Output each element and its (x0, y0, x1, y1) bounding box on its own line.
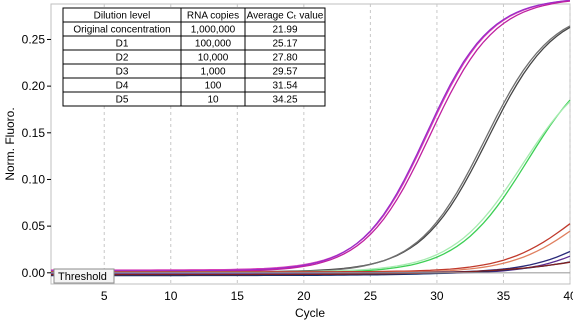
table-cell: 10,000 (198, 53, 229, 64)
amplification-curve (51, 0, 571, 272)
table-cell: 21.99 (272, 25, 297, 36)
table-header-cell: RNA copies (187, 11, 239, 22)
table-cell: D1 (116, 39, 129, 50)
table-frame (62, 7, 326, 107)
table-cell: D4 (116, 81, 129, 92)
x-tick-label: 35 (497, 289, 511, 303)
table-cell: 100 (205, 81, 222, 92)
y-tick-label: 0.05 (22, 219, 46, 233)
x-tick-label: 25 (364, 289, 378, 303)
table-cell: 31.54 (272, 81, 297, 92)
table-cell: 100,000 (195, 39, 232, 50)
y-axis-title: Norm. Fluoro. (3, 107, 17, 180)
table-cell: 1,000,000 (191, 25, 236, 36)
y-tick-label: 0.20 (22, 79, 46, 93)
dilution-table: Dilution level RNA copies Average Cₜ value… (62, 7, 326, 107)
y-tick-label: 0.00 (22, 266, 46, 280)
y-tick-label: 0.15 (22, 126, 46, 140)
table-cell: 25.17 (272, 39, 297, 50)
grid-lines (103, 4, 571, 284)
x-tick-label: 40 (563, 289, 573, 303)
table-cell: D3 (116, 67, 129, 78)
y-tick-label: 0.10 (22, 172, 46, 186)
x-axis-title: Cycle (295, 306, 325, 320)
table-cell: D2 (116, 53, 129, 64)
amplification-curve (51, 261, 571, 276)
table-header-cell: Average Cₜ value (247, 11, 324, 22)
table-cell: Original concentration (73, 25, 170, 36)
table-cell: 29.57 (272, 67, 297, 78)
table-cell: 10 (207, 95, 219, 106)
table-cell: 34.25 (272, 95, 297, 106)
table-cell: D5 (116, 95, 129, 106)
x-tick-label: 20 (297, 289, 311, 303)
x-tick-label: 10 (164, 289, 178, 303)
table-cell: 27.80 (272, 53, 297, 64)
y-axis-ticks: 0.00 0.05 0.10 0.15 0.20 0.25 (22, 32, 51, 280)
threshold-label: Threshold (58, 271, 107, 283)
x-tick-label: 5 (101, 289, 108, 303)
table-header-cell: Dilution level (94, 11, 151, 22)
y-tick-label: 0.25 (22, 32, 46, 46)
threshold-label-box (53, 268, 115, 284)
x-tick-label: 15 (231, 289, 245, 303)
x-axis-ticks: 5 10 15 20 25 30 35 40 (101, 289, 573, 303)
x-tick-label: 30 (430, 289, 444, 303)
amplification-curve (51, 223, 571, 273)
table-cell: 1,000 (200, 67, 225, 78)
